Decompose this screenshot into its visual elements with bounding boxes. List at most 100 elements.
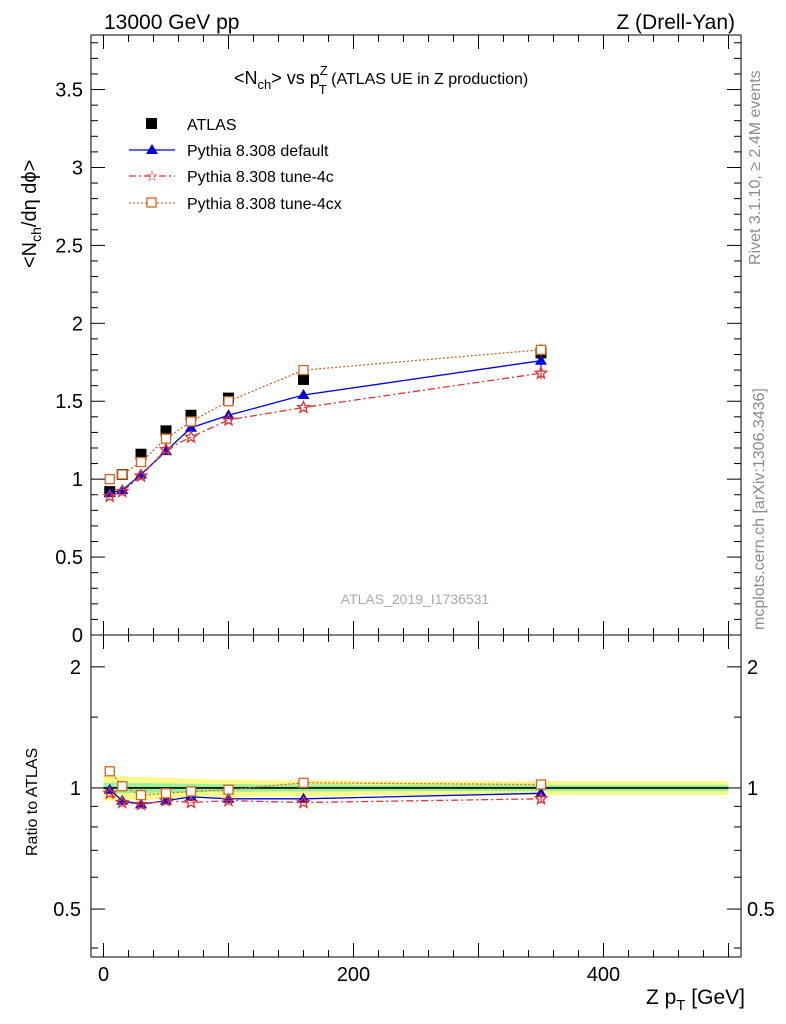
main-ytick-label: 1 xyxy=(72,469,83,491)
ratio-point-tune4cx xyxy=(160,788,172,799)
ratio-series xyxy=(102,766,549,811)
main-point-tune4cx xyxy=(135,456,147,468)
mcplots-label: mcplots.cern.ch [arXiv:1306.3436] xyxy=(751,388,768,630)
main-point-tune4c xyxy=(114,483,130,498)
legend-label-atlas: ATLAS xyxy=(187,117,237,134)
legend-label-tune4cx: Pythia 8.308 tune-4cx xyxy=(187,196,342,213)
main-ytick-label: 3 xyxy=(72,157,83,179)
ylabel-sub: ch xyxy=(28,227,44,242)
ratio-ylabel: Ratio to ATLAS xyxy=(24,748,41,856)
main-point-tune4cx xyxy=(185,416,197,427)
ratio-ytick-label-right: 1 xyxy=(747,778,758,800)
legend-marker-square xyxy=(146,118,157,129)
ratio-ytick-label: 0.5 xyxy=(53,899,81,921)
main-ytick-label: 2 xyxy=(72,313,83,335)
legend-label-tune4c: Pythia 8.308 tune-4c xyxy=(187,169,334,186)
title-part-a: <N xyxy=(234,68,258,88)
ratio-xtick-label: 0 xyxy=(98,964,109,986)
ratio-point-tune4cx xyxy=(185,786,197,797)
main-line-default xyxy=(109,360,542,494)
xlabel-part-a: Z p xyxy=(646,986,676,1009)
analysis-watermark: ATLAS_2019_I1736531 xyxy=(341,591,490,607)
atlas-data-point xyxy=(185,409,197,421)
title-sub-b: T xyxy=(319,82,327,97)
ratio-point-tune4c xyxy=(221,792,236,807)
main-point-default xyxy=(535,354,547,365)
ratio-plot: 0.5 0.5 1 1 2 2 0 200 400 xyxy=(53,634,775,986)
main-plot: 0 0.5 1 1.5 2 2.5 3 3.5 xyxy=(55,34,742,647)
main-point-tune4c xyxy=(102,488,118,503)
main-axis: 0 0.5 1 1.5 2 2.5 3 3.5 xyxy=(55,35,741,647)
main-point-tune4cx xyxy=(535,344,547,355)
main-point-default xyxy=(297,389,310,399)
ylabel-part-a: <N xyxy=(19,242,41,268)
atlas-data-point xyxy=(160,425,172,437)
main-point-tune4cx xyxy=(160,433,172,444)
ratio-line-tune4cx xyxy=(109,770,542,796)
xlabel-part-b: [GeV] xyxy=(685,986,745,1009)
ratio-point-tune4cx xyxy=(223,784,234,795)
main-ytick-label: 1.5 xyxy=(55,391,83,413)
header-process: Z (Drell-Yan) xyxy=(616,11,735,34)
ratio-point-tune4c xyxy=(102,785,118,800)
ratio-ytick-label-right: 2 xyxy=(747,657,758,679)
ratio-axis: 0.5 0.5 1 1 2 2 0 200 400 xyxy=(53,635,775,986)
main-point-default xyxy=(185,421,197,432)
main-ytick-label: 2.5 xyxy=(55,235,83,257)
header-energy: 13000 GeV pp xyxy=(104,11,239,34)
ratio-frame xyxy=(90,634,742,958)
title-part-b: > vs p xyxy=(271,68,320,88)
main-ylabel: <Nch/dη dϕ> xyxy=(19,160,44,268)
ratio-point-tune4cx xyxy=(298,777,309,788)
ratio-xtick-label: 200 xyxy=(337,964,370,986)
main-point-tune4c xyxy=(158,441,174,456)
main-point-tune4cx xyxy=(298,364,309,376)
main-point-tune4c xyxy=(183,429,199,444)
main-point-tune4cx xyxy=(117,469,128,480)
title-sup-b: Z xyxy=(320,63,328,78)
title-part-c: (ATLAS UE in Z production) xyxy=(327,71,529,88)
ratio-point-tune4cx xyxy=(104,766,115,777)
legend-marker-triangle xyxy=(146,144,158,154)
ratio-point-tune4c xyxy=(133,796,149,811)
main-point-tune4c xyxy=(533,365,549,380)
atlas-data-point xyxy=(135,448,147,460)
main-series xyxy=(102,343,549,503)
ratio-xlabel: Z pT [GeV] xyxy=(646,986,745,1014)
main-point-tune4cx xyxy=(223,396,234,407)
ratio-point-tune4cx xyxy=(117,781,128,792)
ratio-point-tune4c xyxy=(158,792,174,807)
legend-entry-tune4cx: Pythia 8.308 tune-4cx xyxy=(129,196,342,213)
rivet-label: Rivet 3.1.10, ≥ 2.4M events xyxy=(747,70,764,265)
main-ytick-label: 3.5 xyxy=(55,80,83,102)
ratio-xtick-label: 400 xyxy=(587,964,620,986)
ratio-point-tune4c xyxy=(114,794,130,809)
ratio-point-tune4c xyxy=(533,790,549,806)
main-ytick-label: 0.5 xyxy=(55,547,83,569)
ylabel-part-b: /dη dϕ> xyxy=(19,160,41,227)
main-ytick-label: 0 xyxy=(72,625,83,647)
ratio-point-tune4cx xyxy=(135,789,147,801)
ratio-ytick-label-right: 0.5 xyxy=(747,899,775,921)
ratio-point-tune4c xyxy=(183,794,199,809)
title-sub-a: ch xyxy=(258,77,272,92)
legend-label-default: Pythia 8.308 default xyxy=(187,143,329,160)
ratio-ytick-label: 1 xyxy=(70,778,81,800)
legend-entry-atlas: ATLAS xyxy=(146,117,237,134)
legend: ATLAS Pythia 8.308 default ☆ Pythia 8.30… xyxy=(129,117,342,213)
ratio-ytick-label: 2 xyxy=(70,657,81,679)
main-line-tune4cx xyxy=(109,349,542,480)
legend-entry-tune4c: ☆ Pythia 8.308 tune-4c xyxy=(129,167,334,186)
ratio-point-tune4cx xyxy=(535,779,547,790)
main-title: <Nch> vs pZ T (ATLAS UE in Z production) xyxy=(234,63,528,97)
atlas-data-point xyxy=(298,373,309,385)
legend-marker-open-square xyxy=(146,197,157,208)
main-point-tune4c xyxy=(133,468,149,483)
main-point-tune4c xyxy=(221,412,236,427)
main-point-tune4c xyxy=(296,399,311,414)
legend-marker-star: ☆ xyxy=(145,167,158,185)
legend-entry-default: Pythia 8.308 default xyxy=(129,143,329,160)
main-point-tune4cx xyxy=(104,474,115,485)
xlabel-sub: T xyxy=(676,997,685,1014)
